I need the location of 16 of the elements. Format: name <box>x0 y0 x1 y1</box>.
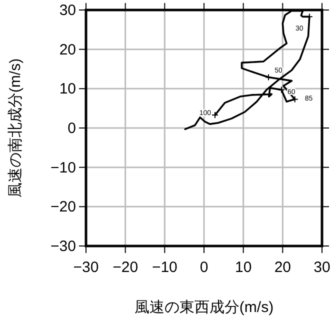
y-tick-label: 10 <box>59 80 76 98</box>
y-tick-label: −30 <box>50 238 76 255</box>
x-axis-title: 風速の東西成分(m/s) <box>134 299 274 316</box>
x-tick-label: 30 <box>314 259 330 276</box>
x-tick-label: 10 <box>234 259 252 276</box>
x-tick-label: −30 <box>73 259 99 276</box>
y-tick-label: −10 <box>50 159 76 176</box>
x-tick-label: −10 <box>152 259 178 276</box>
x-tick-label: 20 <box>274 259 292 276</box>
y-tick-label: 0 <box>68 120 76 137</box>
y-axis-title: 風速の南北成分(m/s) <box>7 58 24 198</box>
y-tick-label: −20 <box>50 198 76 216</box>
x-tick-label: −20 <box>112 259 138 276</box>
x-tick-label: 0 <box>200 259 208 276</box>
y-tick-label: 20 <box>59 41 76 58</box>
y-tick-label: 30 <box>59 2 76 19</box>
